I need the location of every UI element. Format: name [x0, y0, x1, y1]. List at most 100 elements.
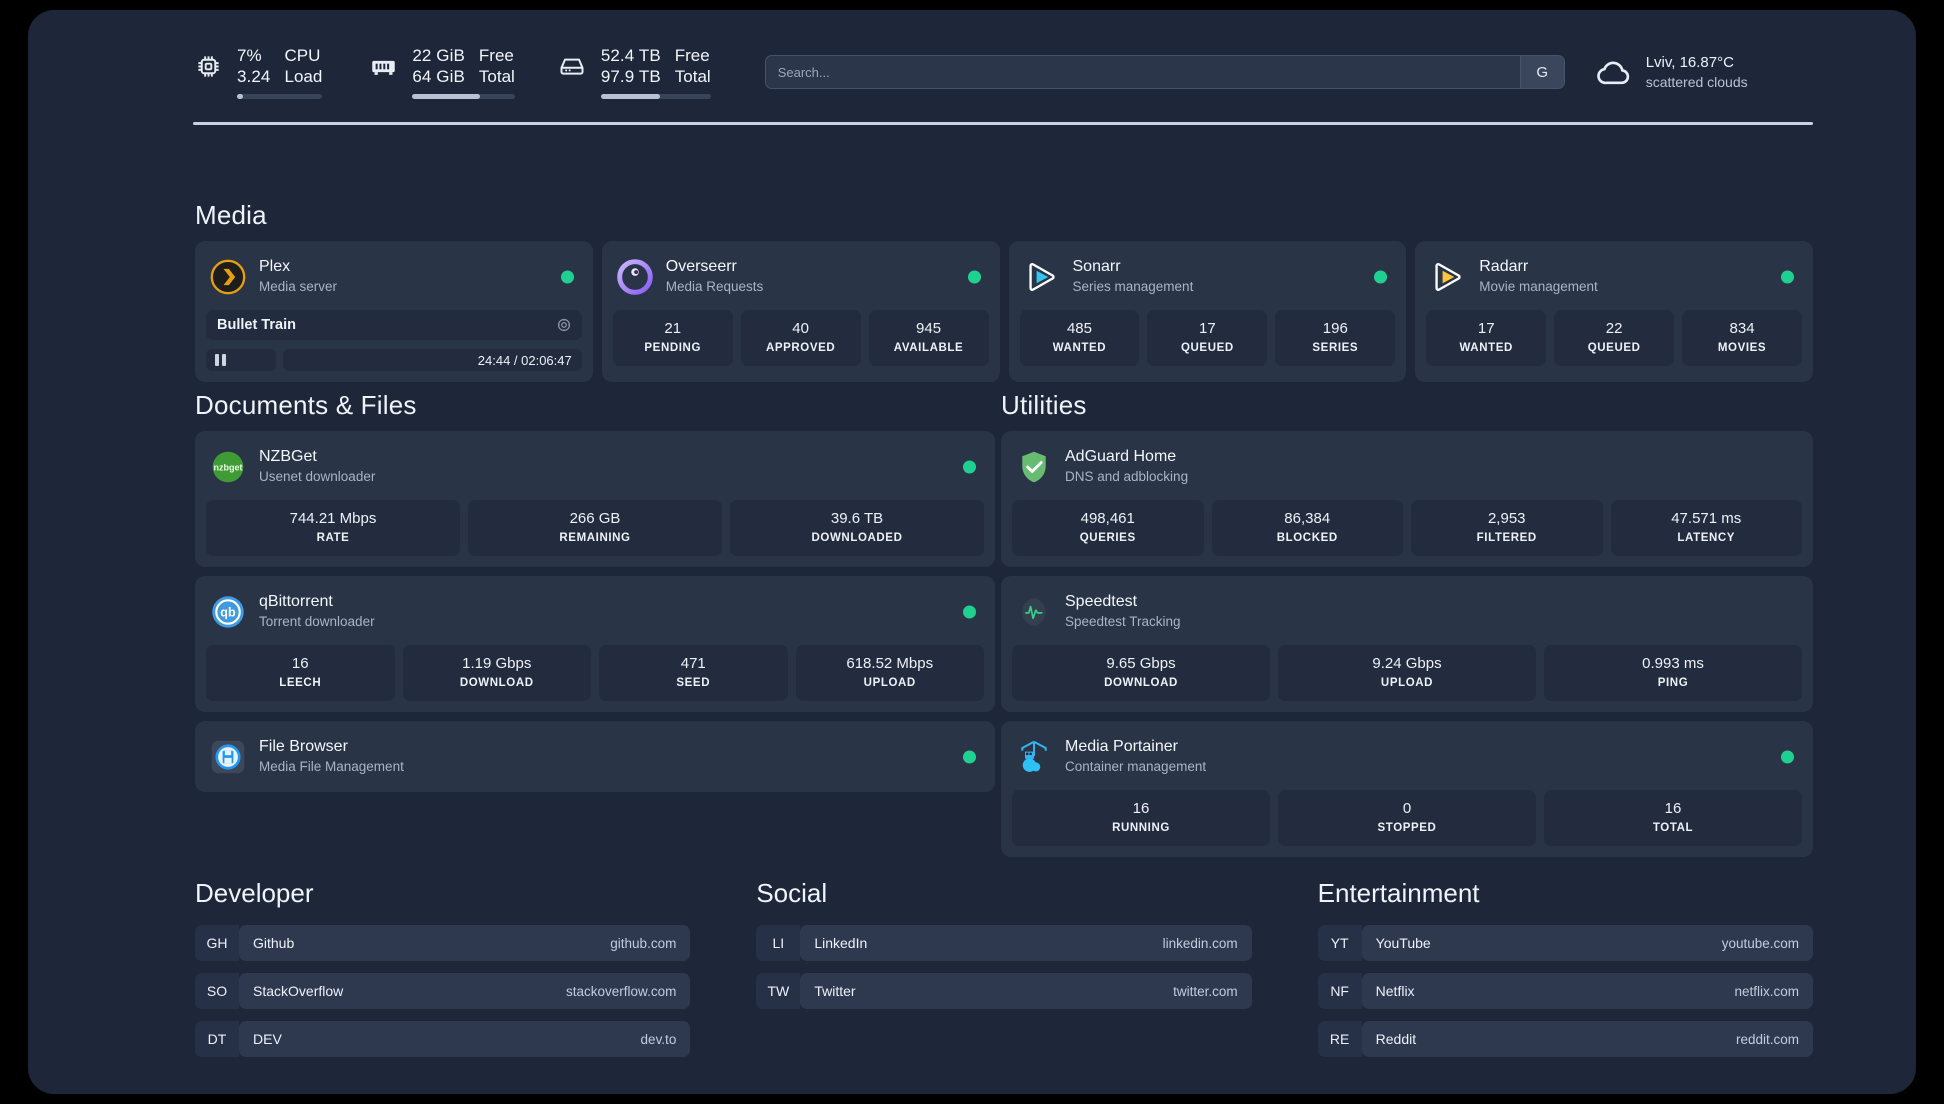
- service-card[interactable]: Sonarr Series management 485 WANTED 17 QUEUED…: [1008, 241, 1407, 382]
- bookmark-item[interactable]: NF Netflix netflix.com: [1317, 973, 1813, 1009]
- bookmark-item[interactable]: DT DEV dev.to: [195, 1021, 691, 1057]
- service-stats-row: 16 LEECH 1.19 Gbps DOWNLOAD 471 SEED 618.52 Mb…: [206, 645, 984, 701]
- service-card-header[interactable]: nzbget NZBGet Usenet downloader: [206, 442, 984, 491]
- stat-value: 834: [1729, 320, 1755, 337]
- disk-label-total: Total: [674, 67, 711, 86]
- service-card[interactable]: Speedtest Speedtest Tracking 9.65 Gbps DOWN…: [1001, 576, 1813, 712]
- bookmark-url: linkedin.com: [1162, 935, 1238, 951]
- service-card-header[interactable]: Radarr Movie management: [1426, 252, 1802, 301]
- stat-value: 471: [680, 655, 706, 672]
- stat-value: 16: [1664, 800, 1682, 817]
- service-card-header[interactable]: Sonarr Series management: [1020, 252, 1396, 301]
- service-card-text: AdGuard Home DNS and adblocking: [1065, 447, 1188, 486]
- utilities-card-list: AdGuard Home DNS and adblocking 498,461 QUE…: [1001, 431, 1813, 857]
- service-card[interactable]: Radarr Movie management 17 WANTED 22 QUEUED 83…: [1415, 241, 1813, 382]
- service-card[interactable]: qb qBittorrent Torrent downloader 16 LEECH 1.…: [195, 576, 995, 712]
- stat-label: PENDING: [644, 342, 702, 354]
- bookmark-body[interactable]: DEV dev.to: [239, 1021, 691, 1057]
- stat-label: TOTAL: [1652, 822, 1694, 834]
- bookmark-body[interactable]: Twitter twitter.com: [800, 973, 1252, 1009]
- playback-progress-bar[interactable]: 24:44 / 02:06:47: [283, 349, 582, 371]
- service-subtitle: Media File Management: [259, 759, 404, 774]
- service-card-header[interactable]: Plex Media server: [206, 252, 582, 301]
- search-input[interactable]: [765, 56, 1520, 88]
- bookmark-group-title: Developer: [195, 878, 314, 908]
- search-engine-button[interactable]: G: [1519, 56, 1564, 88]
- service-stats-row: 485 WANTED 17 QUEUED 196 SERIES: [1019, 310, 1396, 366]
- bookmark-item[interactable]: SO StackOverflow stackoverflow.com: [195, 973, 691, 1009]
- service-card-text: Speedtest Speedtest Tracking: [1065, 592, 1181, 631]
- search-bar[interactable]: G: [764, 55, 1565, 89]
- stat-label: STOPPED: [1377, 822, 1437, 834]
- bookmark-item[interactable]: TW Twitter twitter.com: [756, 973, 1252, 1009]
- stat-label: RATE: [316, 532, 350, 544]
- bookmark-body[interactable]: Github github.com: [239, 925, 691, 961]
- service-card[interactable]: Media Portainer Container management 16 RUN…: [1001, 721, 1813, 857]
- service-card[interactable]: AdGuard Home DNS and adblocking 498,461 QUE…: [1001, 431, 1813, 567]
- bookmark-url: netflix.com: [1734, 983, 1799, 999]
- stat-label: WANTED: [1052, 342, 1107, 354]
- service-subtitle: Media Requests: [665, 279, 764, 294]
- service-card-text: Sonarr Series management: [1073, 257, 1194, 296]
- bookmark-item[interactable]: LI LinkedIn linkedin.com: [756, 925, 1252, 961]
- stat-tile: 16 TOTAL: [1544, 790, 1802, 846]
- bookmark-body[interactable]: Reddit reddit.com: [1361, 1021, 1813, 1057]
- bookmark-body[interactable]: LinkedIn linkedin.com: [800, 925, 1252, 961]
- bookmark-url: stackoverflow.com: [566, 983, 677, 999]
- bookmark-name: LinkedIn: [814, 935, 868, 951]
- stat-value: 0.993 ms: [1642, 655, 1704, 672]
- bookmark-body[interactable]: Netflix netflix.com: [1361, 973, 1813, 1009]
- cpu-usage-bar: [237, 94, 323, 99]
- bookmark-body[interactable]: YouTube youtube.com: [1361, 925, 1813, 961]
- service-name: Media Portainer: [1065, 738, 1178, 755]
- bookmark-body[interactable]: StackOverflow stackoverflow.com: [239, 973, 691, 1009]
- status-indicator-online: [1374, 270, 1388, 283]
- service-stats-row: 16 RUNNING 0 STOPPED 16 TOTAL: [1012, 790, 1802, 846]
- bookmark-item[interactable]: YT YouTube youtube.com: [1317, 925, 1813, 961]
- bookmarks-row: Developer GH Github github.com SO StackOverfl…: [195, 878, 1813, 1069]
- bookmark-badge: SO: [195, 973, 239, 1009]
- bookmark-item[interactable]: GH Github github.com: [195, 925, 691, 961]
- service-card[interactable]: Plex Media server Bullet Train 24:44 / 02:0…: [195, 241, 593, 382]
- pause-button[interactable]: [206, 349, 276, 371]
- cpu-label-primary: CPU: [284, 46, 321, 65]
- stat-label: SEED: [676, 677, 711, 689]
- service-name: Overseerr: [665, 258, 737, 275]
- service-stats-row: 17 WANTED 22 QUEUED 834 MOVIES: [1426, 310, 1803, 366]
- stat-value: 945: [916, 320, 942, 337]
- service-card-header[interactable]: Overseerr Media Requests: [613, 252, 989, 301]
- file-browser-icon: [210, 739, 246, 775]
- service-card[interactable]: nzbget NZBGet Usenet downloader 744.21 Mbps…: [195, 431, 995, 567]
- service-card-header[interactable]: qb qBittorrent Torrent downloader: [206, 587, 984, 636]
- stat-value: 17: [1477, 320, 1495, 337]
- stat-label: LATENCY: [1677, 532, 1736, 544]
- stat-tile: 21 PENDING: [612, 310, 733, 366]
- playback-controls-row[interactable]: 24:44 / 02:06:47: [206, 349, 582, 371]
- service-subtitle: Torrent downloader: [259, 614, 375, 629]
- playback-time: 24:44 / 02:06:47: [477, 352, 572, 368]
- bookmark-item[interactable]: RE Reddit reddit.com: [1317, 1021, 1813, 1057]
- service-card-text: File Browser Media File Management: [259, 737, 404, 776]
- stat-label: QUEUED: [1180, 342, 1234, 354]
- status-indicator-online: [963, 750, 976, 763]
- now-playing-row[interactable]: Bullet Train: [206, 310, 582, 340]
- service-card-header[interactable]: File Browser Media File Management: [206, 732, 984, 781]
- service-card[interactable]: File Browser Media File Management: [195, 721, 995, 792]
- sonarr-icon: [1024, 259, 1060, 295]
- stat-tile: 834 MOVIES: [1682, 310, 1803, 366]
- service-card-header[interactable]: Speedtest Speedtest Tracking: [1012, 587, 1802, 636]
- stat-label: QUEUED: [1587, 342, 1641, 354]
- cloud-icon: [1595, 55, 1633, 89]
- bookmark-url: dev.to: [640, 1031, 677, 1047]
- service-card-header[interactable]: Media Portainer Container management: [1012, 732, 1802, 781]
- stat-tile: 744.21 Mbps RATE: [206, 500, 460, 556]
- service-card-header[interactable]: AdGuard Home DNS and adblocking: [1012, 442, 1802, 491]
- bookmark-name: Netflix: [1375, 983, 1415, 999]
- stat-value: 16: [1132, 800, 1150, 817]
- disk-free-value: 52.4 TB: [600, 46, 661, 65]
- stat-label: RUNNING: [1112, 822, 1170, 834]
- service-card[interactable]: Overseerr Media Requests 21 PENDING 40 APPROV…: [601, 241, 1000, 382]
- stat-label: MOVIES: [1717, 342, 1767, 354]
- gear-icon[interactable]: [556, 317, 572, 333]
- cpu-icon: [193, 51, 223, 81]
